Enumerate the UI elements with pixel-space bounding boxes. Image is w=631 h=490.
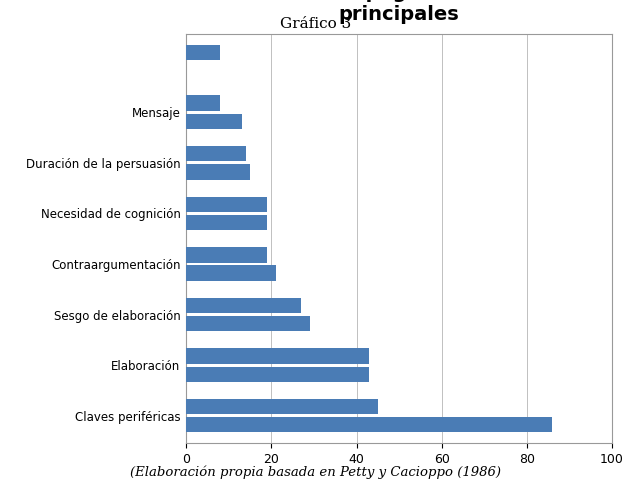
Bar [186, 114, 242, 129]
Bar [186, 417, 553, 433]
Bar [186, 266, 276, 281]
Bar [186, 367, 369, 382]
Title: Número de páginas en temas
principales: Número de páginas en temas principales [238, 0, 560, 24]
Bar [186, 164, 250, 180]
Bar [186, 399, 378, 414]
Bar [186, 196, 267, 212]
Bar [186, 215, 267, 230]
Bar [186, 348, 369, 364]
Text: Gráfico 3: Gráfico 3 [280, 17, 351, 31]
Bar [186, 146, 246, 161]
Bar [186, 96, 220, 111]
Bar [186, 45, 220, 60]
Text: (Elaboración propia basada en Petty y Cacioppo (1986): (Elaboración propia basada en Petty y Ca… [130, 466, 501, 479]
Bar [186, 316, 310, 331]
Bar [186, 298, 301, 313]
Bar [186, 247, 267, 263]
